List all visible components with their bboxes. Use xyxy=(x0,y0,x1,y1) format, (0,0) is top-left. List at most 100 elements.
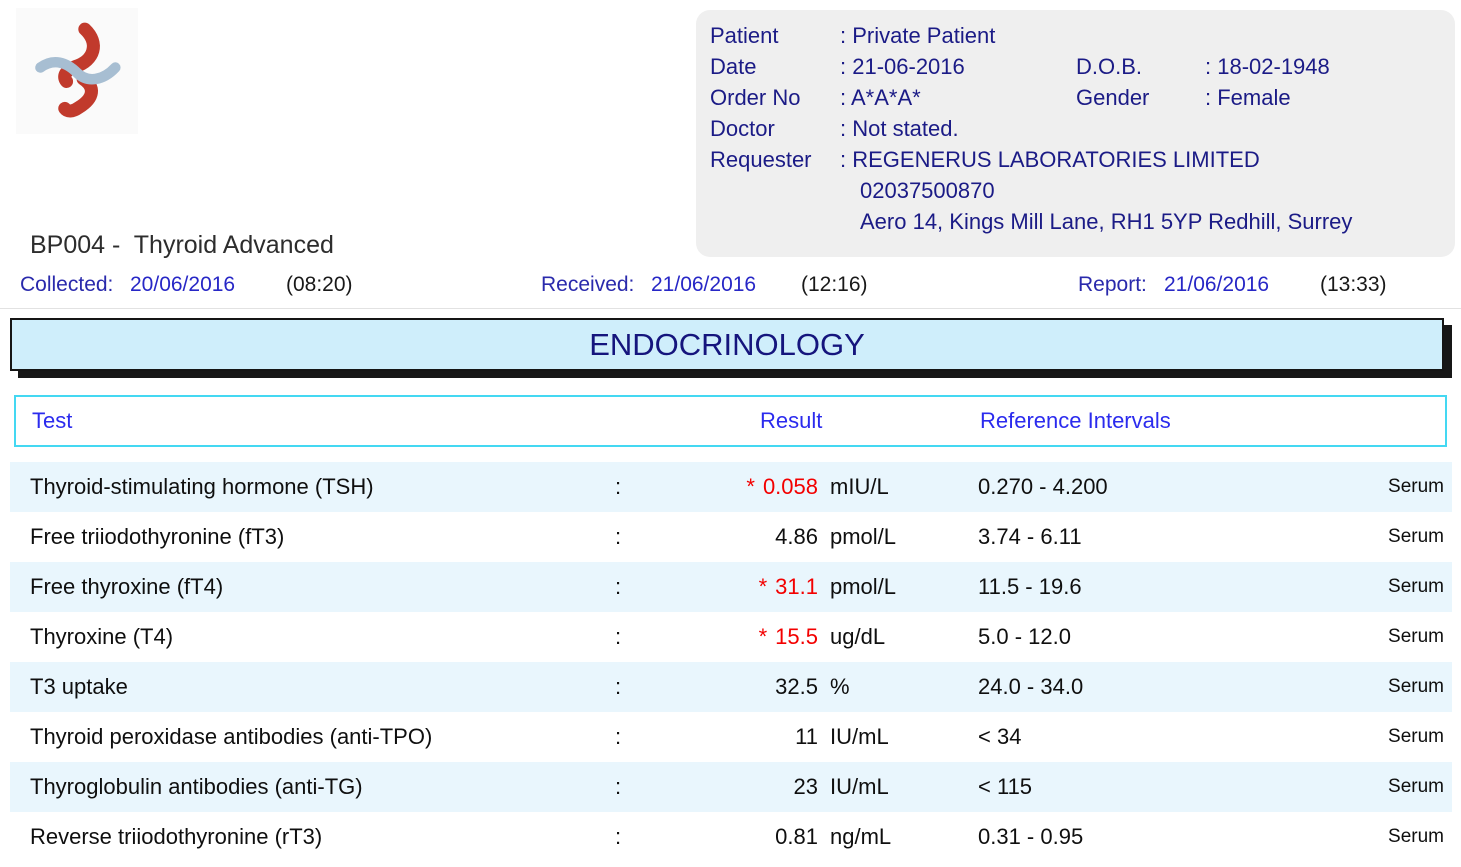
result-unit: pmol/L xyxy=(830,574,897,599)
result-value-cell: * 0.058 xyxy=(640,462,818,512)
result-value: 31.1 xyxy=(775,574,818,599)
result-unit: IU/mL xyxy=(830,724,889,749)
table-row: Free thyroxine (fT4) : * 31.1 pmol/L 11.5… xyxy=(10,562,1452,612)
doctor-label: Doctor xyxy=(710,115,775,141)
column-header-reference: Reference Intervals xyxy=(980,408,1171,433)
section-title: ENDOCRINOLOGY xyxy=(589,326,865,362)
requester-address: Aero 14, Kings Mill Lane, RH1 5YP Redhil… xyxy=(860,208,1353,234)
result-value-cell: * 31.1 xyxy=(640,562,818,612)
reference-interval: 0.31 - 0.95 xyxy=(978,824,1084,849)
result-separator: : xyxy=(615,574,622,599)
order-no-label: Order No xyxy=(710,84,801,110)
abnormal-flag: * xyxy=(758,574,768,599)
gender-label: Gender xyxy=(1076,84,1150,110)
result-separator: : xyxy=(615,724,622,749)
specimen-type: Serum xyxy=(1388,626,1444,647)
test-name: Thyroid peroxidase antibodies (anti-TPO) xyxy=(30,724,433,749)
report-title-line1: BP004 - Thyroid Advanced xyxy=(30,231,334,259)
patient-info-box: Patient : Private Patient Date : 21-06-2… xyxy=(696,10,1455,257)
reference-interval: 24.0 - 34.0 xyxy=(978,674,1084,699)
table-row: T3 uptake : 32.5 % 24.0 - 34.0 Serum xyxy=(10,662,1452,712)
report-label: Report: xyxy=(1078,273,1147,296)
results-table-header: Test Result Reference Intervals xyxy=(14,395,1447,447)
reference-interval: 0.270 - 4.200 xyxy=(978,474,1108,499)
test-name: Thyroid-stimulating hormone (TSH) xyxy=(30,474,374,499)
specimen-type: Serum xyxy=(1388,826,1444,847)
test-name: Free triiodothyronine (fT3) xyxy=(30,524,285,549)
reference-interval: 11.5 - 19.6 xyxy=(978,574,1082,599)
date-label: Date xyxy=(710,53,757,79)
lab-logo-icon xyxy=(35,22,121,118)
reference-interval: < 34 xyxy=(978,724,1022,749)
dob-label: D.O.B. xyxy=(1076,53,1143,79)
result-unit: IU/mL xyxy=(830,774,889,799)
table-row: Thyroglobulin antibodies (anti-TG) : 23 … xyxy=(10,762,1452,812)
received-label: Received: xyxy=(541,273,635,296)
doctor-row: Doctor : Not stated. xyxy=(710,113,1455,144)
requester-address-row: Aero 14, Kings Mill Lane, RH1 5YP Redhil… xyxy=(710,206,1455,237)
specimen-type: Serum xyxy=(1388,726,1444,747)
result-value: 4.86 xyxy=(775,524,818,549)
divider-line xyxy=(0,308,1461,309)
requester-row: Requester : REGENERUS LABORATORIES LIMIT… xyxy=(710,144,1455,175)
report-date: 21/06/2016 xyxy=(1164,273,1270,296)
section-banner: ENDOCRINOLOGY xyxy=(10,318,1444,371)
test-name: Thyroxine (T4) xyxy=(30,624,174,649)
abnormal-flag: * xyxy=(746,474,755,499)
result-value: 32.5 xyxy=(775,674,818,699)
result-separator: : xyxy=(615,474,622,499)
result-value-cell: 4.86 xyxy=(640,512,818,562)
column-header-result: Result xyxy=(760,408,823,433)
test-name: Reverse triiodothyronine (rT3) xyxy=(30,824,323,849)
result-separator: : xyxy=(615,774,622,799)
result-value: 15.5 xyxy=(775,624,818,649)
result-value-cell: * 15.5 xyxy=(640,612,818,662)
result-unit: ng/mL xyxy=(830,824,892,849)
result-separator: : xyxy=(615,674,622,699)
result-value-cell: 11 xyxy=(640,712,818,762)
abnormal-flag: * xyxy=(758,624,768,649)
requester-value: : REGENERUS LABORATORIES LIMITED xyxy=(840,146,1260,172)
patient-row: Patient : Private Patient xyxy=(710,20,1455,51)
result-value: 11 xyxy=(795,724,818,749)
collected-time: (08:20) xyxy=(286,273,353,296)
result-value: 0.058 xyxy=(762,474,818,499)
result-value-cell: 32.5 xyxy=(640,662,818,712)
reference-interval: 3.74 - 6.11 xyxy=(978,524,1082,549)
result-value-cell: 23 xyxy=(640,762,818,812)
patient-value: : Private Patient xyxy=(840,22,996,48)
result-separator: : xyxy=(615,824,622,849)
collected-date: 20/06/2016 xyxy=(130,273,236,296)
date-dob-row: Date : 21-06-2016 D.O.B. : 18-02-1948 xyxy=(710,51,1455,82)
specimen-type: Serum xyxy=(1388,776,1444,797)
lab-logo xyxy=(16,8,138,134)
table-row: Thyroid-stimulating hormone (TSH) : * 0.0… xyxy=(10,462,1452,512)
specimen-type: Serum xyxy=(1388,576,1444,597)
results-table-body: Thyroid-stimulating hormone (TSH) : * 0.0… xyxy=(10,462,1452,862)
report-time: (13:33) xyxy=(1320,273,1387,296)
received-time: (12:16) xyxy=(801,273,868,296)
test-name: Thyroglobulin antibodies (anti-TG) xyxy=(30,774,363,799)
result-unit: ug/dL xyxy=(830,624,886,649)
order-gender-row: Order No : A*A*A* Gender : Female xyxy=(710,82,1455,113)
test-name: Free thyroxine (fT4) xyxy=(30,574,224,599)
dob-value: : 18-02-1948 xyxy=(1205,53,1330,79)
table-row: Free triiodothyronine (fT3) : 4.86 pmol/… xyxy=(10,512,1452,562)
doctor-value: : Not stated. xyxy=(840,115,959,141)
specimen-type: Serum xyxy=(1388,526,1444,547)
patient-label: Patient xyxy=(710,22,779,48)
specimen-dates-row: Collected: 20/06/2016 (08:20) Received: … xyxy=(0,270,1461,300)
specimen-type: Serum xyxy=(1388,676,1444,697)
table-row: Thyroid peroxidase antibodies (anti-TPO)… xyxy=(10,712,1452,762)
result-unit: mIU/L xyxy=(830,474,889,499)
test-name: T3 uptake xyxy=(30,674,128,699)
result-separator: : xyxy=(615,524,622,549)
result-value: 0.81 xyxy=(775,824,818,849)
requester-phone-row: 02037500870 xyxy=(710,175,1455,206)
reference-interval: 5.0 - 12.0 xyxy=(978,624,1071,649)
specimen-type: Serum xyxy=(1388,476,1444,497)
result-unit: pmol/L xyxy=(830,524,897,549)
collected-label: Collected: xyxy=(20,273,114,296)
reference-interval: < 115 xyxy=(978,774,1033,799)
